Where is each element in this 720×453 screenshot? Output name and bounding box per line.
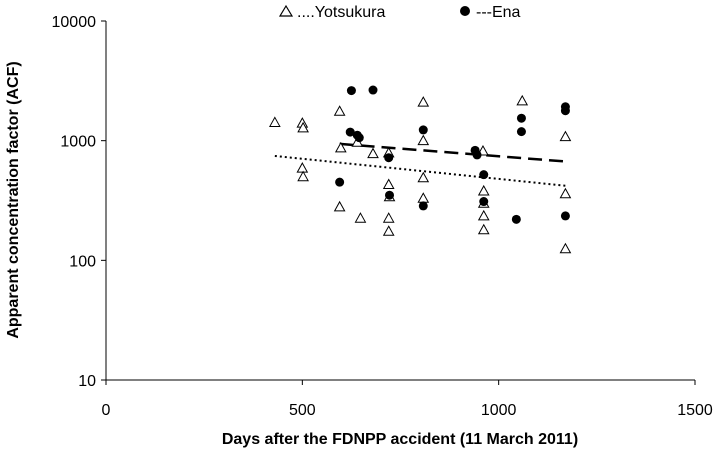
point-ena <box>418 201 428 211</box>
point-yotsukura <box>559 187 572 199</box>
point-yotsukura <box>417 192 430 203</box>
point-ena <box>346 86 356 96</box>
point-ena <box>560 106 570 116</box>
point-yotsukura <box>559 130 572 142</box>
point-ena <box>354 133 364 143</box>
trendlines <box>274 142 566 187</box>
point-yotsukura <box>477 223 490 235</box>
x-tick-label: 1000 <box>481 402 517 419</box>
point-ena <box>368 85 378 95</box>
point-yotsukura <box>297 121 309 133</box>
point-yotsukura <box>296 162 309 173</box>
y-ticks: 10 100 1000 10000 <box>52 14 106 390</box>
legend-ena: ---Ena <box>476 4 521 21</box>
legend-triangle-icon <box>278 4 294 17</box>
x-tick-label: 1500 <box>677 402 713 419</box>
point-ena <box>479 170 489 180</box>
point-ena <box>385 190 395 200</box>
point-yotsukura <box>333 105 346 116</box>
axes: 0 500 1000 1500 10 100 1000 10000 <box>52 14 713 419</box>
y-tick-label: 10 <box>78 373 96 390</box>
point-ena <box>384 153 394 163</box>
point-ena <box>335 177 345 187</box>
point-ena <box>516 127 526 137</box>
point-yotsukura <box>367 147 379 159</box>
trendline-yotsukura <box>274 154 566 187</box>
point-ena <box>516 113 526 123</box>
point-yotsukura <box>417 171 430 183</box>
point-yotsukura <box>417 96 430 107</box>
x-tick-label: 500 <box>289 402 316 419</box>
point-yotsukura <box>354 212 367 223</box>
point-yotsukura <box>382 225 395 236</box>
point-ena <box>472 150 482 160</box>
y-axis-title: Apparent concentration factor (ACF) <box>5 61 22 338</box>
y-tick-label: 1000 <box>60 134 96 151</box>
point-ena <box>479 197 489 207</box>
data-points <box>268 85 572 254</box>
point-yotsukura <box>268 116 281 127</box>
point-yotsukura <box>477 209 490 221</box>
x-tick-label: 0 <box>102 402 111 419</box>
point-ena <box>560 211 570 221</box>
point-yotsukura <box>333 200 346 212</box>
point-yotsukura <box>559 242 572 254</box>
trendline-ena <box>339 142 566 163</box>
point-yotsukura <box>297 170 309 182</box>
y-tick-label: 10000 <box>52 14 97 31</box>
point-yotsukura <box>382 178 395 190</box>
legend: ....Yotsukura ---Ena <box>278 4 521 21</box>
legend-yotsukura: ....Yotsukura <box>297 4 385 21</box>
point-yotsukura <box>417 134 430 146</box>
point-ena <box>511 214 521 224</box>
x-axis-title: Days after the FDNPP accident (11 March … <box>222 431 578 448</box>
legend-circle-icon <box>460 6 470 16</box>
point-ena <box>418 125 428 135</box>
point-yotsukura <box>516 94 529 106</box>
point-yotsukura <box>382 212 395 223</box>
y-tick-label: 100 <box>69 253 96 270</box>
point-ena <box>345 127 355 137</box>
point-yotsukura <box>477 184 490 196</box>
x-ticks: 0 500 1000 1500 <box>102 380 713 419</box>
point-yotsukura <box>334 141 347 153</box>
